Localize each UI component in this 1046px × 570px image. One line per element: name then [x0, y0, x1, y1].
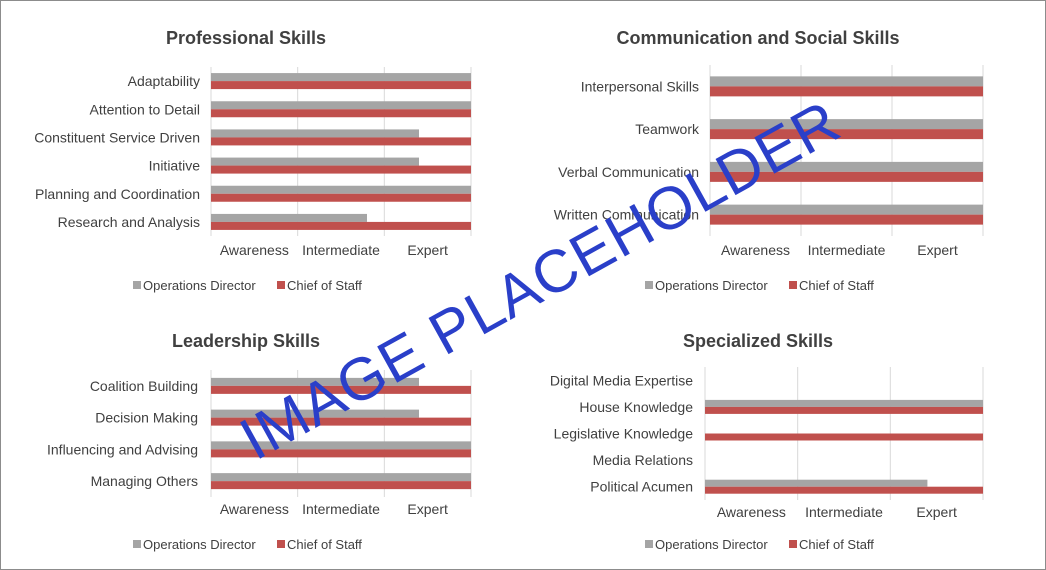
x-tick-label: Intermediate	[805, 504, 883, 520]
bar-operations-director	[211, 377, 419, 386]
legend: Operations Director Chief of Staff	[645, 537, 874, 552]
bar-operations-director	[710, 161, 983, 172]
bar-operations-director	[211, 473, 471, 482]
legend-swatch-operations-director	[645, 281, 653, 289]
category-label: Influencing and Advising	[47, 441, 198, 457]
category-label: Research and Analysis	[58, 214, 200, 230]
bar-operations-director	[211, 409, 419, 418]
legend-label-operations-director: Operations Director	[655, 537, 768, 552]
x-tick-label: Expert	[917, 242, 958, 258]
x-tick-label: Intermediate	[302, 242, 380, 258]
legend: Operations Director Chief of Staff	[133, 537, 362, 552]
bar-chief-of-staff	[710, 129, 983, 140]
legend: Operations Director Chief of Staff	[645, 278, 874, 293]
legend: Operations Director Chief of Staff	[133, 278, 362, 293]
category-label: Interpersonal Skills	[581, 78, 699, 94]
category-label: Media Relations	[593, 452, 693, 468]
legend-swatch-chief-of-staff	[789, 540, 797, 548]
category-label: Political Acumen	[590, 479, 693, 495]
category-label: Planning and Coordination	[35, 186, 200, 202]
legend-swatch-operations-director	[133, 281, 141, 289]
bar-operations-director	[710, 119, 983, 130]
bar-operations-director	[211, 101, 471, 110]
category-label: Initiative	[149, 158, 201, 174]
legend-label-chief-of-staff: Chief of Staff	[287, 537, 362, 552]
category-label: Attention to Detail	[89, 101, 200, 117]
x-tick-label: Expert	[407, 242, 448, 258]
x-tick-label: Expert	[407, 501, 448, 517]
category-label: Legislative Knowledge	[554, 426, 694, 442]
category-label: Adaptability	[128, 73, 200, 89]
bar-chief-of-staff	[211, 193, 471, 202]
legend-label-chief-of-staff: Chief of Staff	[287, 278, 362, 293]
category-label: House Knowledge	[579, 399, 693, 415]
legend-swatch-chief-of-staff	[277, 540, 285, 548]
x-tick-label: Awareness	[717, 504, 786, 520]
x-tick-label: Awareness	[220, 242, 289, 258]
bar-chief-of-staff	[705, 433, 983, 441]
bar-chief-of-staff	[211, 165, 471, 174]
legend-label-operations-director: Operations Director	[655, 278, 768, 293]
bar-operations-director	[710, 76, 983, 87]
chart-title: Specialized Skills	[683, 331, 833, 351]
category-label: Verbal Communication	[558, 164, 699, 180]
chart-1: Professional Skills Adaptability Attention…	[34, 28, 472, 293]
bar-chief-of-staff	[211, 385, 471, 394]
bar-chief-of-staff	[705, 486, 983, 494]
category-label: Constituent Service Driven	[34, 129, 200, 145]
bar-operations-director	[705, 399, 983, 407]
bar-operations-director	[211, 185, 471, 194]
bar-chief-of-staff	[211, 481, 471, 490]
bar-operations-director	[211, 213, 367, 222]
bar-operations-director	[211, 73, 471, 82]
category-label: Coalition Building	[90, 378, 198, 394]
x-tick-label: Intermediate	[302, 501, 380, 517]
chart-4: Specialized Skills Digital Media Expertis…	[550, 331, 984, 552]
legend-label-operations-director: Operations Director	[143, 278, 256, 293]
bar-chief-of-staff	[710, 214, 983, 225]
legend-swatch-chief-of-staff	[789, 281, 797, 289]
legend-swatch-chief-of-staff	[277, 281, 285, 289]
bar-operations-director	[705, 479, 928, 487]
bar-chief-of-staff	[710, 86, 983, 97]
x-tick-label: Expert	[916, 504, 957, 520]
bar-chief-of-staff	[211, 449, 471, 458]
x-tick-label: Awareness	[220, 501, 289, 517]
bar-chief-of-staff	[211, 109, 471, 118]
category-label: Managing Others	[91, 473, 198, 489]
chart-title: Communication and Social Skills	[616, 28, 899, 48]
category-label: Decision Making	[95, 410, 198, 426]
bar-chief-of-staff	[710, 171, 983, 182]
bar-operations-director	[211, 157, 419, 166]
category-label: Teamwork	[635, 121, 700, 137]
bar-chief-of-staff	[211, 417, 471, 426]
bar-operations-director	[211, 129, 419, 138]
bar-operations-director	[211, 441, 471, 450]
bar-chief-of-staff	[211, 81, 471, 90]
legend-label-chief-of-staff: Chief of Staff	[799, 278, 874, 293]
bar-chief-of-staff	[211, 221, 471, 230]
bar-operations-director	[710, 204, 983, 215]
legend-label-chief-of-staff: Chief of Staff	[799, 537, 874, 552]
category-label: Digital Media Expertise	[550, 372, 693, 388]
bar-chief-of-staff	[211, 137, 471, 146]
chart-2: Communication and Social Skills Interpers…	[554, 28, 984, 293]
legend-swatch-operations-director	[645, 540, 653, 548]
x-tick-label: Awareness	[721, 242, 790, 258]
legend-swatch-operations-director	[133, 540, 141, 548]
chart-3: Leadership Skills Coalition Building Decis…	[47, 331, 472, 552]
legend-label-operations-director: Operations Director	[143, 537, 256, 552]
x-tick-label: Intermediate	[808, 242, 886, 258]
category-label: Written Communication	[554, 207, 699, 223]
bar-chief-of-staff	[705, 406, 983, 414]
chart-title: Professional Skills	[166, 28, 326, 48]
chart-title: Leadership Skills	[172, 331, 320, 351]
